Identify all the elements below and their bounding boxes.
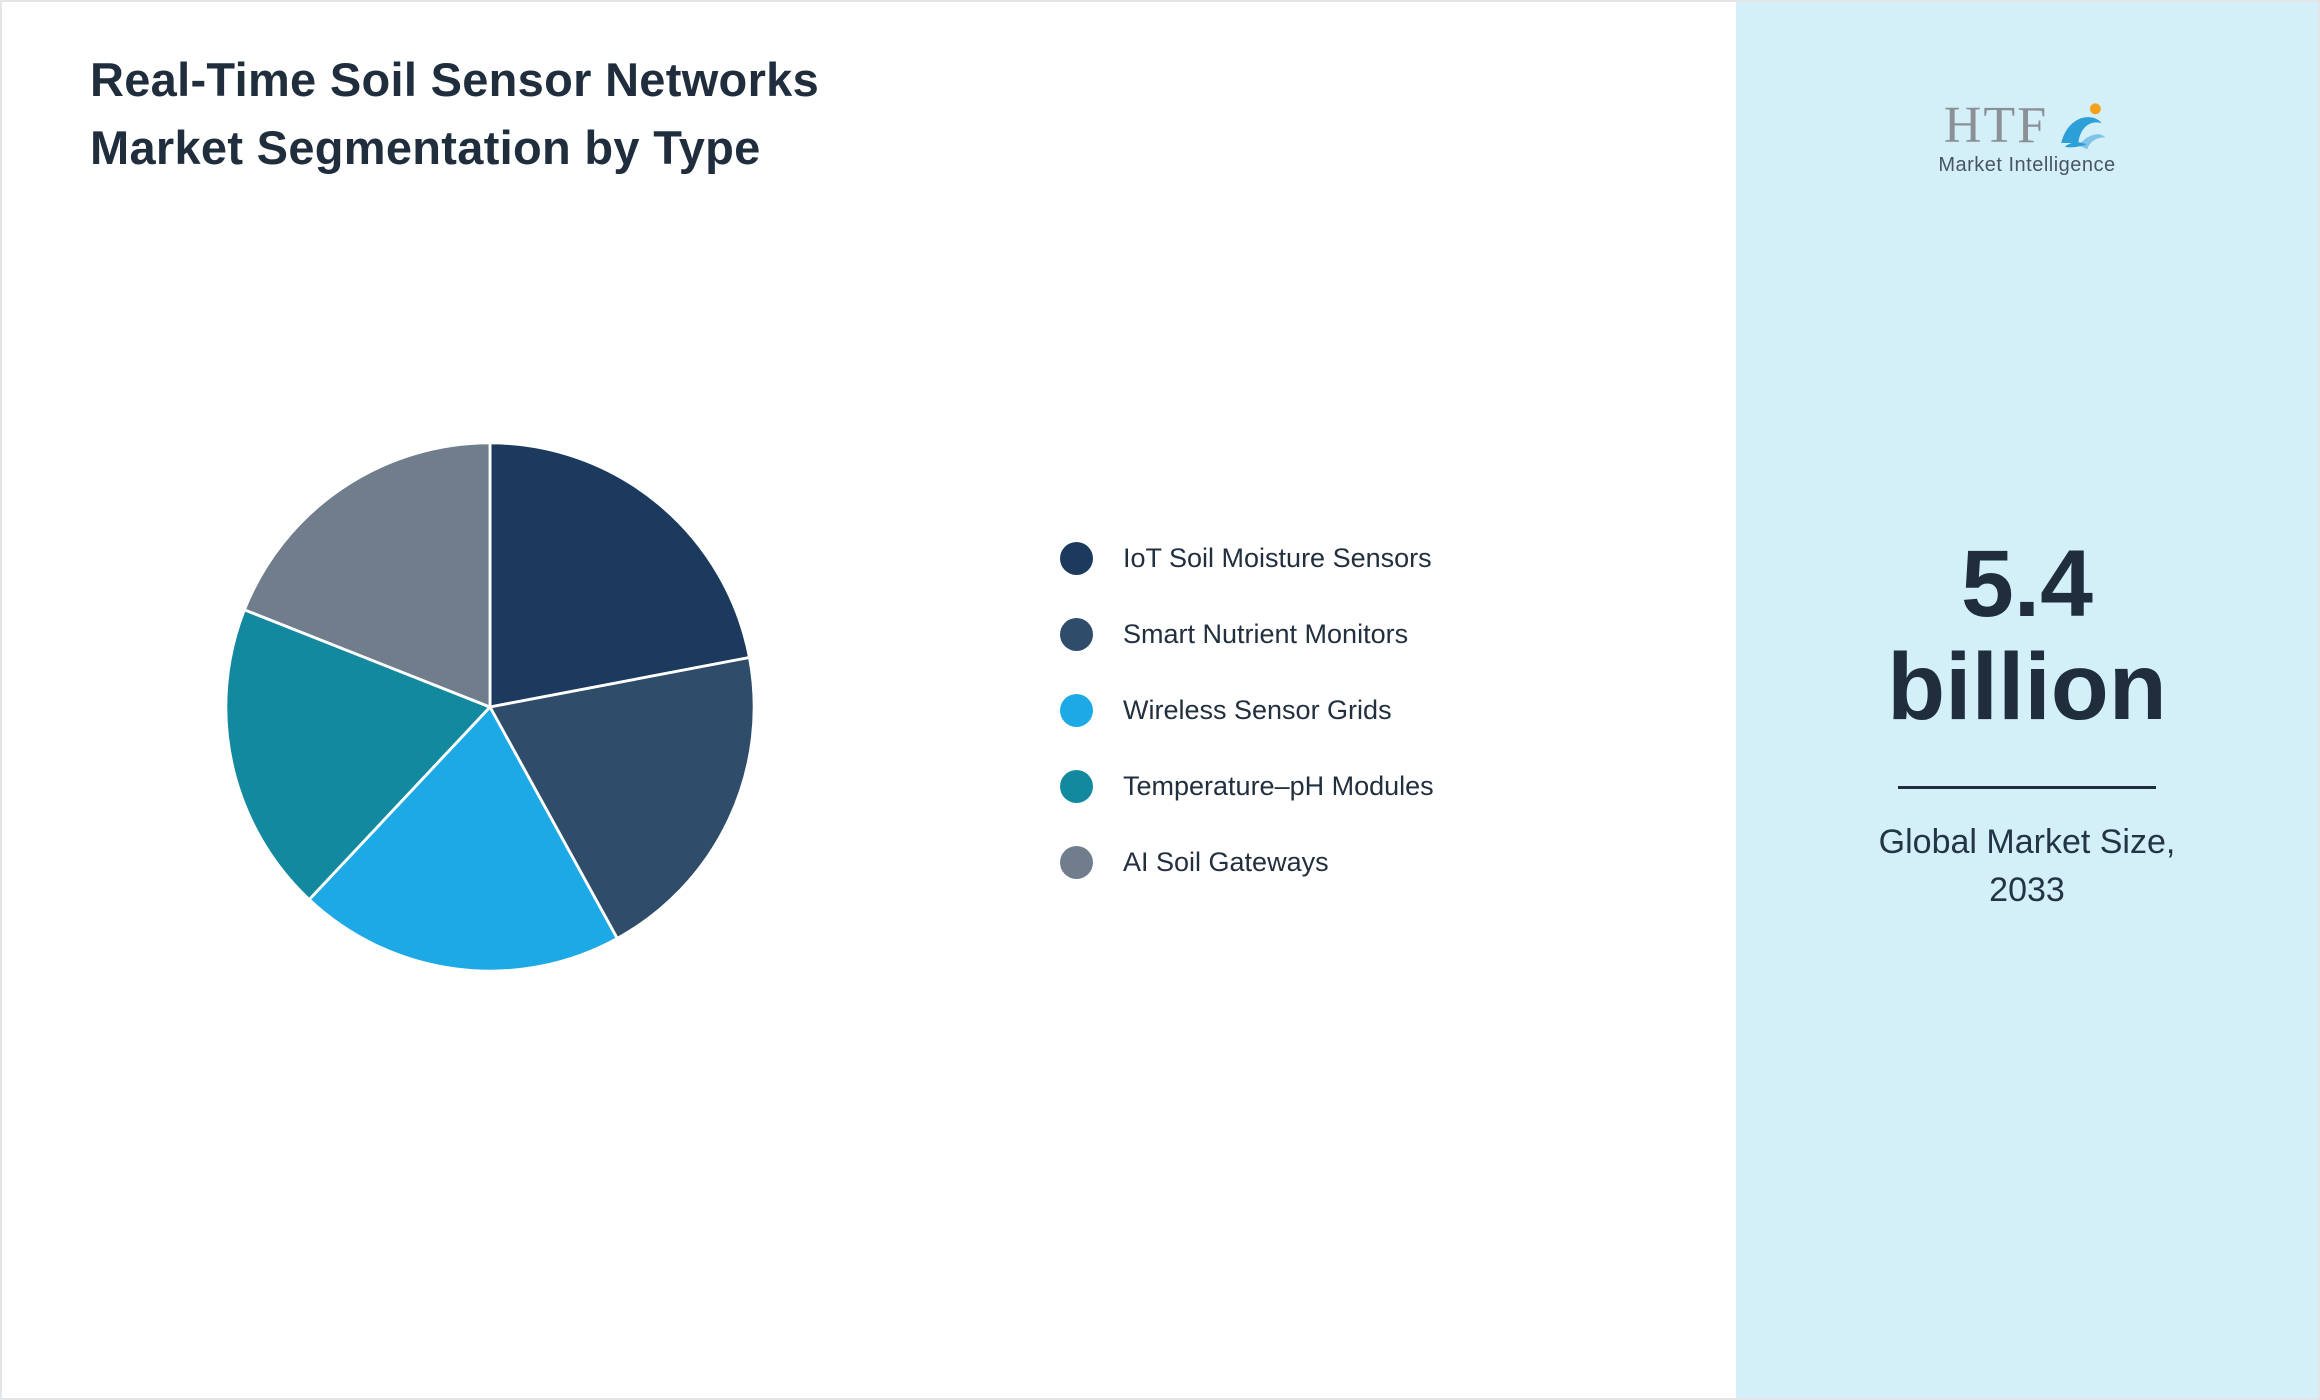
market-size-unit: billion xyxy=(1887,633,2167,740)
legend-label: AI Soil Gateways xyxy=(1123,847,1329,877)
legend-label: Temperature–pH Modules xyxy=(1123,771,1434,801)
htf-logo-subtitle: Market Intelligence xyxy=(1938,154,2116,176)
pie-slice-4 xyxy=(243,441,492,709)
market-size-block: 5.4 billion Global Market Size, 2033 xyxy=(1736,533,2318,914)
htf-logo: HTF Market Intelligence xyxy=(1938,98,2115,177)
pie-slice-0 xyxy=(488,441,751,709)
legend-item: Wireless Sensor Grids xyxy=(1060,694,1434,727)
market-size-number: 5.4 billion xyxy=(1736,533,2318,738)
sidebar: HTF Market Intelligence 5.4 billion Glob… xyxy=(1736,2,2318,1398)
legend-label: IoT Soil Moisture Sensors xyxy=(1123,543,1432,573)
legend: IoT Soil Moisture Sensors Smart Nutrient … xyxy=(1060,542,1434,879)
dolphin-icon xyxy=(2061,103,2106,150)
legend-color-dot xyxy=(1060,542,1093,575)
legend-label: Wireless Sensor Grids xyxy=(1123,695,1392,725)
legend-item: AI Soil Gateways xyxy=(1060,846,1434,879)
chart-panel: Real-Time Soil Sensor Networks Market Se… xyxy=(2,2,1736,1398)
market-size-caption-line1: Global Market Size, xyxy=(1878,823,2176,862)
pie-slice-2 xyxy=(307,705,619,973)
legend-item: IoT Soil Moisture Sensors xyxy=(1060,542,1434,575)
legend-color-dot xyxy=(1060,770,1093,803)
legend-item: Temperature–pH Modules xyxy=(1060,770,1434,803)
htf-logo-text: HTF xyxy=(1943,97,2049,154)
legend-label: Smart Nutrient Monitors xyxy=(1123,619,1409,649)
pie-chart xyxy=(207,424,773,990)
legend-color-dot xyxy=(1060,846,1093,879)
divider xyxy=(1898,786,2156,790)
legend-color-dot xyxy=(1060,618,1093,651)
pie-chart-svg xyxy=(224,441,756,973)
page-title: Real-Time Soil Sensor Networks Market Se… xyxy=(90,46,819,182)
market-size-value: 5.4 xyxy=(1960,531,2094,637)
page-title-line2: Market Segmentation by Type xyxy=(90,121,761,175)
legend-color-dot xyxy=(1060,694,1093,727)
page-title-line1: Real-Time Soil Sensor Networks xyxy=(90,53,820,106)
market-size-caption-line2: 2033 xyxy=(1989,870,2065,909)
market-size-caption: Global Market Size, 2033 xyxy=(1736,819,2318,914)
legend-item: Smart Nutrient Monitors xyxy=(1060,618,1434,651)
pie-slice-1 xyxy=(488,656,756,940)
